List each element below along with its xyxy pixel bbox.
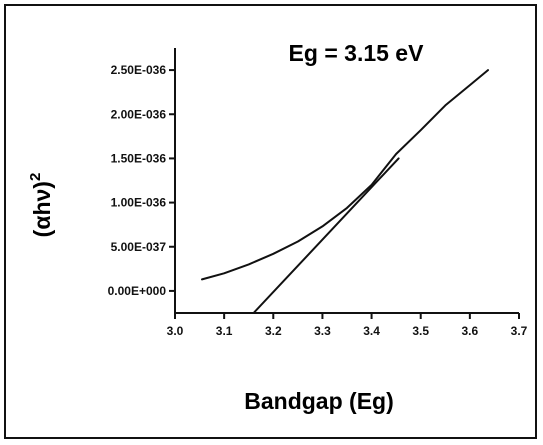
- x-tick-label: 3.0: [167, 324, 184, 338]
- x-tick-label: 3.5: [412, 324, 429, 338]
- y-tick-label: 2.00E-036: [111, 107, 167, 121]
- y-tick-label: 5.00E-037: [111, 240, 167, 254]
- y-axis-title-superscript: 2: [27, 173, 44, 181]
- x-tick-label: 3.3: [314, 324, 331, 338]
- tangent-line: [252, 157, 400, 314]
- y-tick-label: 2.50E-036: [111, 63, 167, 77]
- y-tick-label: 0.00E+000: [108, 284, 167, 298]
- axes: [174, 48, 519, 314]
- y-tick-label: 1.50E-036: [111, 151, 167, 165]
- x-tick-label: 3.4: [363, 324, 380, 338]
- y-axis-title-base: (αhν): [29, 181, 55, 237]
- svg-text:(αhν)2: (αhν)2: [27, 173, 55, 238]
- x-tick-label: 3.6: [462, 324, 479, 338]
- chart-frame: [4, 4, 537, 439]
- y-tick-label: 1.00E-036: [111, 196, 167, 210]
- x-tick-label: 3.2: [265, 324, 282, 338]
- series-layer: [201, 69, 489, 314]
- x-axis-title: Bandgap (Eg): [244, 388, 394, 414]
- x-tick-label: 3.7: [511, 324, 528, 338]
- bandgap-annotation: Eg = 3.15 eV: [289, 40, 425, 66]
- absorption-curve: [201, 69, 489, 281]
- x-tick-label: 3.1: [216, 324, 233, 338]
- x-ticks: 3.0 3.1 3.2 3.3 3.4 3.5 3.6 3.7: [167, 313, 528, 338]
- y-ticks: 0.00E+000 5.00E-037 1.00E-036 1.50E-036 2.00…: [108, 63, 175, 298]
- y-axis-title: (αhν)2: [27, 173, 55, 238]
